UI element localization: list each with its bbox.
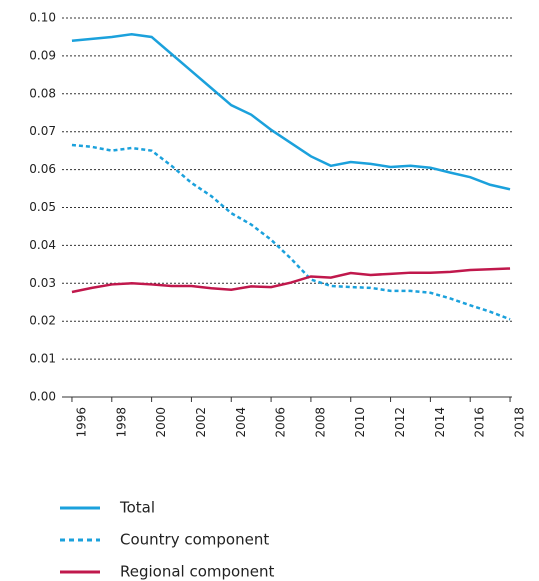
series-line bbox=[71, 33, 511, 191]
series-line bbox=[71, 143, 511, 321]
x-tick-label: 2016 bbox=[473, 407, 487, 438]
x-tick-label: 2000 bbox=[154, 407, 168, 438]
y-tick-label: 0.07 bbox=[29, 124, 56, 138]
x-tick-label: 2008 bbox=[313, 407, 327, 438]
x-tick-label: 2006 bbox=[274, 407, 288, 438]
legend-label: Total bbox=[119, 499, 155, 517]
y-tick-label: 0.01 bbox=[29, 352, 56, 366]
x-tick-label: 1996 bbox=[74, 407, 88, 438]
y-tick-label: 0.06 bbox=[29, 162, 56, 176]
legend-label: Regional component bbox=[120, 563, 274, 581]
x-tick-label: 1998 bbox=[114, 407, 128, 438]
y-tick-label: 0.02 bbox=[29, 314, 56, 328]
y-tick-label: 0.03 bbox=[29, 276, 56, 290]
x-tick-label: 2002 bbox=[194, 407, 208, 438]
x-tick-label: 2014 bbox=[433, 407, 447, 438]
y-tick-label: 0.09 bbox=[29, 48, 56, 62]
y-tick-label: 0.04 bbox=[29, 238, 56, 252]
y-tick-label: 0.08 bbox=[29, 86, 56, 100]
y-tick-label: 0.10 bbox=[29, 11, 56, 25]
x-tick-label: 2018 bbox=[513, 407, 527, 438]
x-tick-label: 2004 bbox=[234, 407, 248, 438]
x-tick-label: 2010 bbox=[353, 407, 367, 438]
legend-label: Country component bbox=[120, 531, 269, 549]
series-line bbox=[71, 267, 511, 294]
y-tick-label: 0.00 bbox=[29, 390, 56, 404]
y-tick-label: 0.05 bbox=[29, 200, 56, 214]
x-tick-label: 2012 bbox=[393, 407, 407, 438]
